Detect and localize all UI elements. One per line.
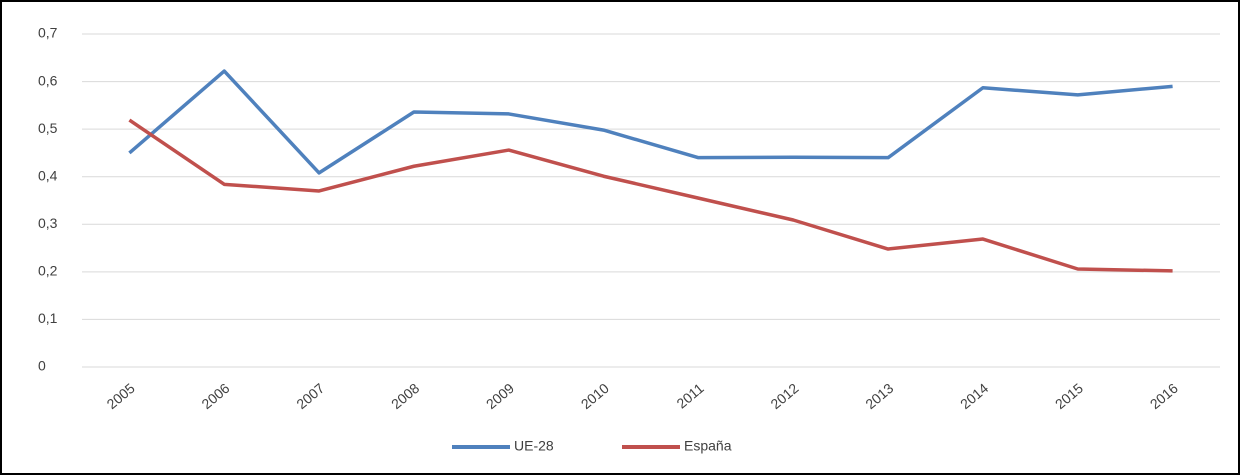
legend-label: UE-28 [514,438,554,454]
legend-label: España [684,438,732,454]
y-tick-label: 0,7 [38,25,58,41]
y-tick-label: 0,2 [38,263,58,279]
y-tick-label: 0,6 [38,72,58,88]
y-tick-label: 0,3 [38,215,58,231]
series-line [128,118,1173,273]
series-line [128,69,1173,175]
y-tick-label: 0,4 [38,167,58,183]
y-tick-label: 0,1 [38,310,58,326]
y-tick-label: 0 [38,358,46,374]
y-tick-label: 0,5 [38,120,58,136]
